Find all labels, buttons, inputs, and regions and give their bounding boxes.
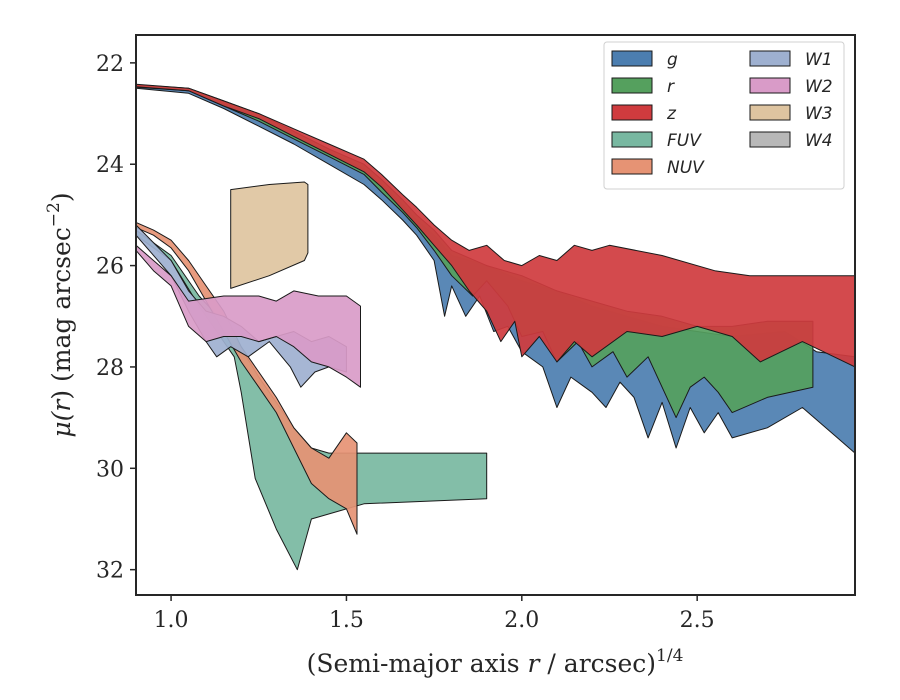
legend-label: r [667,77,675,97]
legend-swatch [611,158,653,175]
legend-item-w1: W1 [749,50,833,70]
band-fuv [136,229,488,571]
legend-item-z: z [611,104,677,124]
legend-item-fuv: FUV [611,131,702,151]
y-tick-label: 22 [96,52,124,77]
legend-swatch [749,50,791,67]
x-axis-title: (Semi-major axis r / arcsec)1/4 [307,646,684,678]
legend-swatch [611,50,653,67]
legend-swatch [611,104,653,121]
legend-label: W3 [805,104,833,124]
x-tick-label: 1.5 [329,608,364,633]
legend-swatch [749,77,791,94]
legend-swatch [611,131,653,148]
legend-item-g: g [611,50,678,70]
y-tick-label: 32 [96,559,124,584]
legend-label: FUV [667,131,702,151]
x-tick-label: 2.5 [680,608,715,633]
legend-swatch [749,104,791,121]
legend-label: W4 [805,131,833,151]
legend-label: W1 [805,50,833,70]
legend: grz FUV NUV W1 W2 W3 W4 [603,41,845,190]
legend-swatch [611,77,653,94]
y-axis-title: μ(r) (mag arcsec−2) [44,192,76,437]
plot-frame [135,34,856,596]
legend-item-nuv: NUV [611,158,705,178]
legend-item-r: r [611,77,675,97]
legend-item-w2: W2 [749,77,833,97]
x-tick-label: 1.0 [154,608,189,633]
x-tick-label: 2.0 [504,608,539,633]
y-tick-label: 24 [96,153,124,178]
legend-item-w3: W3 [749,104,833,124]
legend-item-w4: W4 [749,131,833,151]
band-w2 [136,244,361,388]
y-axis-ticks: 22 24 26 28 30 32 [96,52,136,584]
legend-label: z [666,104,677,124]
legend-swatch [749,131,791,148]
legend-label: NUV [667,158,705,178]
band-w3 [230,181,309,289]
y-tick-label: 30 [96,457,124,482]
band-z [136,83,855,368]
legend-label: W2 [805,77,833,97]
y-tick-label: 26 [96,255,124,280]
x-axis-ticks: 1.0 1.5 2.0 2.5 [154,595,715,633]
y-tick-label: 28 [96,356,124,381]
legend-label: g [667,50,678,70]
series-bands [136,83,855,571]
